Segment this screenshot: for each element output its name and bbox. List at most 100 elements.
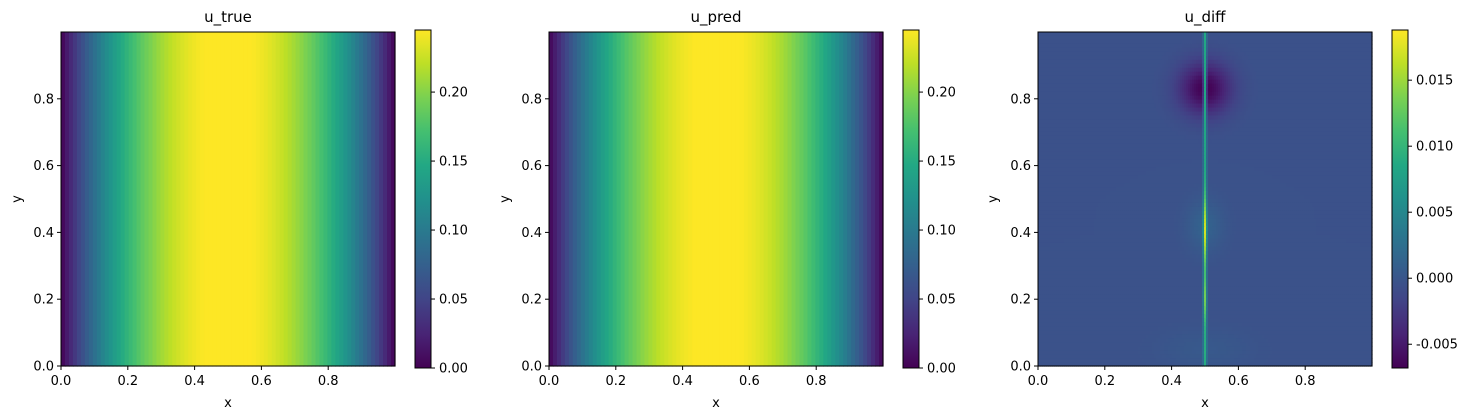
heatmap-cell <box>1284 39 1287 45</box>
heatmap-cell <box>1334 35 1337 41</box>
heatmap-cell <box>1134 75 1137 81</box>
heatmap-cell <box>1044 32 1047 37</box>
heatmap-cell <box>1254 63 1257 69</box>
heatmap-cell <box>1190 111 1193 117</box>
heatmap-cell <box>1272 103 1275 109</box>
heatmap-cell <box>1236 99 1239 105</box>
heatmap-cell <box>1322 79 1325 85</box>
heatmap-cell <box>1338 115 1341 121</box>
heatmap-cell <box>1064 59 1067 65</box>
heatmap-cell <box>1200 79 1203 85</box>
heatmap-cell <box>1200 127 1203 133</box>
heatmap-cell <box>1298 43 1301 49</box>
heatmap-cell <box>1084 103 1087 109</box>
heatmap-cell <box>1132 99 1135 105</box>
heatmap-cell <box>1050 39 1053 45</box>
heatmap-cell <box>1346 75 1349 81</box>
heatmap-cell <box>1214 39 1217 45</box>
heatmap-cell <box>1294 135 1297 140</box>
heatmap-cell <box>1106 103 1109 109</box>
heatmap-cell <box>1220 75 1223 81</box>
heatmap-cell <box>1204 99 1207 105</box>
heatmap-cell <box>1264 43 1267 49</box>
heatmap-cell <box>1200 107 1203 113</box>
heatmap-cell <box>1328 51 1331 57</box>
heatmap-cell <box>1184 39 1187 45</box>
heatmap-cell <box>1198 87 1201 93</box>
heatmap-cell <box>1170 59 1173 65</box>
heatmap-cell <box>1168 99 1171 105</box>
heatmap-cell <box>1070 107 1073 113</box>
heatmap-cell <box>1370 39 1373 45</box>
heatmap-cell <box>1158 143 1161 148</box>
heatmap-cell <box>1306 63 1309 69</box>
heatmap-cell <box>1240 107 1243 113</box>
heatmap-cell <box>1212 71 1215 77</box>
heatmap-cell <box>1274 59 1277 65</box>
heatmap-cell <box>1042 63 1045 69</box>
heatmap-cell <box>1290 79 1293 85</box>
heatmap-cell <box>1076 91 1079 97</box>
heatmap-cell <box>1342 35 1345 41</box>
heatmap-cell <box>1274 87 1277 93</box>
heatmap-cell <box>1140 47 1143 53</box>
heatmap-cell <box>1262 87 1265 93</box>
heatmap-cell <box>1122 47 1125 53</box>
heatmap-cell <box>1122 43 1125 49</box>
heatmap-cell <box>1142 119 1145 125</box>
heatmap-cell <box>1242 103 1245 109</box>
heatmap-cell <box>1204 35 1207 41</box>
heatmap-cell <box>1286 99 1289 105</box>
heatmap-cell <box>1062 79 1065 85</box>
heatmap-cell <box>1300 79 1303 85</box>
heatmap-cell <box>1156 47 1159 53</box>
heatmap-cell <box>1326 47 1329 53</box>
heatmap-cell <box>1178 51 1181 57</box>
heatmap-cell <box>1356 67 1359 73</box>
heatmap-cell <box>1186 67 1189 73</box>
heatmap-cell <box>1086 71 1089 77</box>
heatmap-cell <box>1200 115 1203 121</box>
heatmap-cell <box>1302 131 1305 136</box>
heatmap-cell <box>1270 83 1273 89</box>
heatmap-cell <box>1250 131 1253 136</box>
heatmap-cell <box>1070 75 1073 81</box>
heatmap-cell <box>592 32 598 367</box>
heatmap-cell <box>1074 67 1077 73</box>
heatmap-cell <box>1234 127 1237 133</box>
heatmap-cell <box>1346 131 1349 136</box>
heatmap-cell <box>1286 63 1289 69</box>
heatmap-cell <box>1078 103 1081 109</box>
x-tick-label: 0.2 <box>117 374 138 389</box>
heatmap-cell <box>1080 75 1083 81</box>
heatmap-cell <box>735 32 741 367</box>
heatmap-cell <box>1292 83 1295 89</box>
heatmap-cell <box>1212 32 1215 37</box>
heatmap-cell <box>1160 32 1163 37</box>
heatmap-cell <box>1202 99 1205 105</box>
heatmap-cell <box>1332 43 1335 49</box>
heatmap-cell <box>1344 51 1347 57</box>
heatmap-cell <box>1356 47 1359 53</box>
heatmap-cell <box>1294 115 1297 121</box>
heatmap-cell <box>1288 83 1291 89</box>
heatmap-cell <box>1330 43 1333 49</box>
heatmap-cell <box>1168 71 1171 77</box>
heatmap-cell <box>1046 63 1049 69</box>
heatmap-cell <box>1358 87 1361 93</box>
heatmap-cell <box>1094 127 1097 133</box>
heatmap-cell <box>1100 59 1103 65</box>
colorbar-ticks: 0.000.050.100.150.20 <box>431 86 468 377</box>
heatmap-cell <box>1056 47 1059 53</box>
heatmap-cell <box>1120 131 1123 136</box>
heatmap-cell <box>1136 32 1139 37</box>
heatmap-cell <box>1334 111 1337 117</box>
heatmap-cell <box>1238 43 1241 49</box>
heatmap-cell <box>1162 111 1165 117</box>
heatmap-cell <box>1156 107 1159 113</box>
heatmap-cell <box>1082 107 1085 113</box>
heatmap-cell <box>1326 131 1329 136</box>
heatmap-cell <box>1356 55 1359 61</box>
heatmap-cell <box>1144 59 1147 65</box>
heatmap-cell <box>1198 43 1201 49</box>
